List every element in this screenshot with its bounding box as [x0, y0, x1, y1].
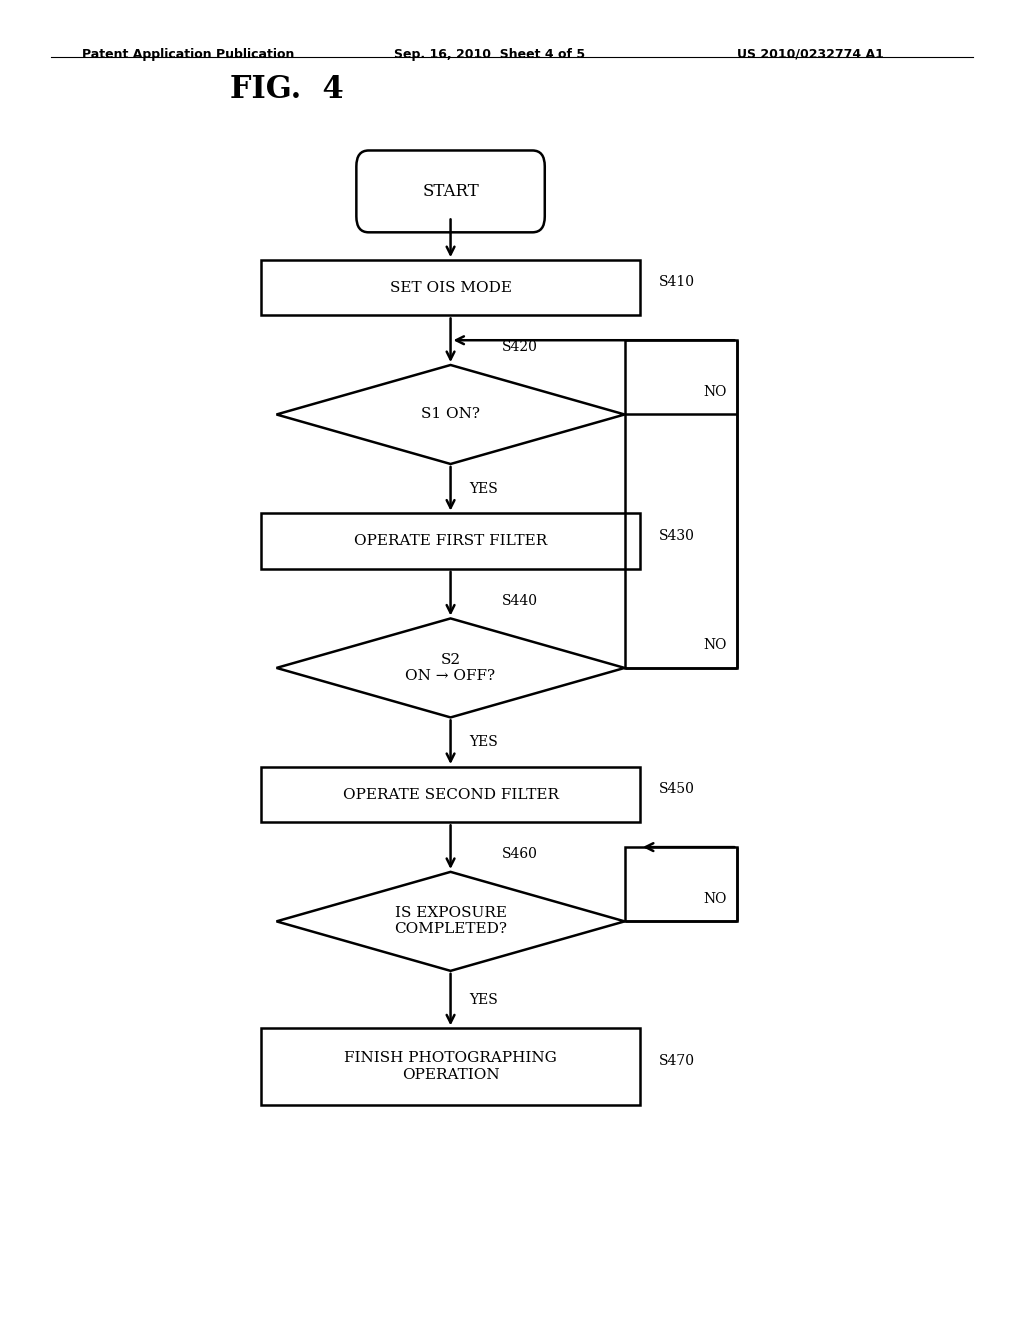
Text: YES: YES: [469, 993, 498, 1007]
Text: SET OIS MODE: SET OIS MODE: [389, 281, 512, 294]
Text: OPERATE SECOND FILTER: OPERATE SECOND FILTER: [343, 788, 558, 801]
Text: S1 ON?: S1 ON?: [421, 408, 480, 421]
Bar: [261, 513, 640, 569]
Text: YES: YES: [469, 482, 498, 496]
Bar: [261, 767, 640, 822]
Text: YES: YES: [469, 735, 498, 750]
Text: NO: NO: [703, 638, 727, 652]
Text: Sep. 16, 2010  Sheet 4 of 5: Sep. 16, 2010 Sheet 4 of 5: [394, 48, 586, 61]
Text: S410: S410: [658, 276, 694, 289]
Text: S450: S450: [658, 783, 694, 796]
Text: START: START: [422, 183, 479, 199]
Text: FINISH PHOTOGRAPHING
OPERATION: FINISH PHOTOGRAPHING OPERATION: [344, 1052, 557, 1081]
Polygon shape: [276, 618, 625, 718]
Bar: [625, 847, 737, 921]
Text: S2
ON → OFF?: S2 ON → OFF?: [406, 653, 496, 682]
Text: S430: S430: [658, 529, 694, 543]
Text: S440: S440: [502, 594, 538, 607]
Text: S460: S460: [502, 847, 538, 862]
Text: S420: S420: [502, 341, 538, 354]
Text: S470: S470: [658, 1055, 694, 1068]
FancyBboxPatch shape: [356, 150, 545, 232]
Text: NO: NO: [703, 384, 727, 399]
Bar: [261, 1028, 640, 1105]
Bar: [625, 341, 737, 668]
Polygon shape: [276, 364, 625, 463]
Text: Patent Application Publication: Patent Application Publication: [82, 48, 294, 61]
Text: US 2010/0232774 A1: US 2010/0232774 A1: [737, 48, 884, 61]
Text: IS EXPOSURE
COMPLETED?: IS EXPOSURE COMPLETED?: [394, 907, 507, 936]
Polygon shape: [276, 873, 625, 972]
Text: NO: NO: [703, 891, 727, 906]
Bar: [261, 260, 640, 315]
Text: FIG.  4: FIG. 4: [229, 74, 344, 106]
Text: OPERATE FIRST FILTER: OPERATE FIRST FILTER: [354, 535, 547, 548]
